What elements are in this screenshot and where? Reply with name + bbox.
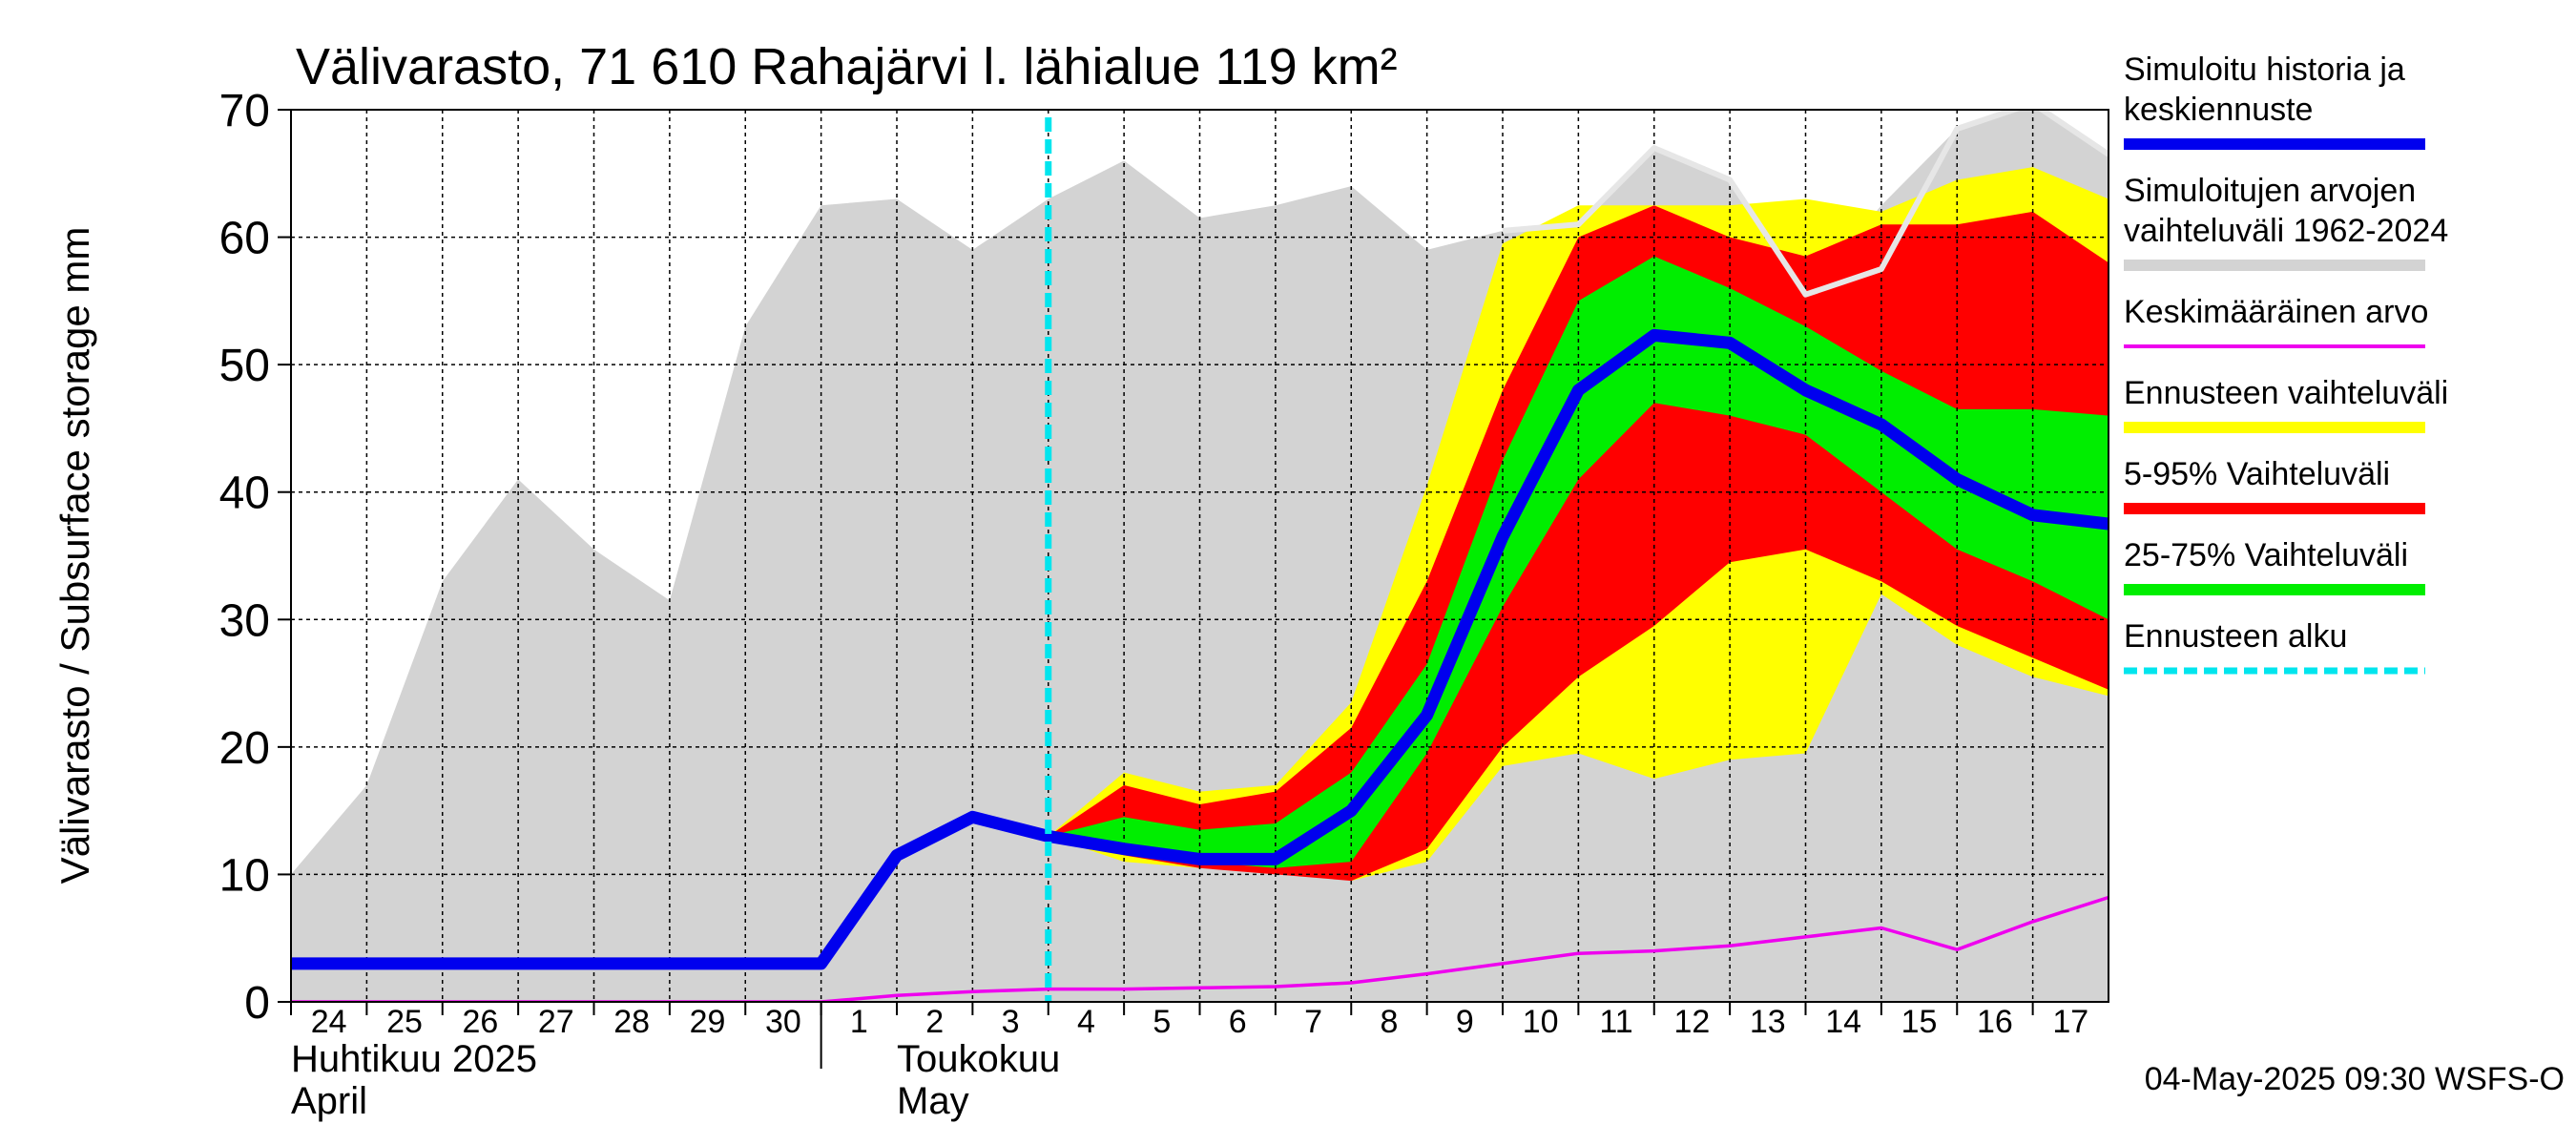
y-tick-label: 70 (219, 86, 270, 136)
y-tick-label: 10 (219, 850, 270, 901)
y-tick-label: 20 (219, 723, 270, 774)
x-tick-label: 13 (1750, 1004, 1786, 1040)
y-tick-label: 60 (219, 214, 270, 264)
legend-item-2: Keskimääräinen arvo (2124, 294, 2428, 348)
month-label: April (291, 1080, 367, 1122)
x-tick-label: 24 (311, 1004, 347, 1040)
legend-label: keskiennuste (2124, 92, 2313, 128)
month-label: Huhtikuu 2025 (291, 1038, 537, 1080)
series-line-4 (1502, 110, 2109, 298)
legend-item-3: Ennusteen vaihteluväli (2124, 375, 2448, 433)
x-tick-label: 6 (1229, 1004, 1247, 1040)
line-layer (291, 110, 2109, 1002)
y-tick-label: 30 (219, 595, 270, 646)
series-line-6 (291, 328, 2109, 970)
x-tick-label: 8 (1380, 1004, 1398, 1040)
x-tick-label: 11 (1599, 1004, 1632, 1040)
x-tick-label: 5 (1153, 1004, 1171, 1040)
y-tick-label: 50 (219, 341, 270, 391)
chart-title: Välivarasto, 71 610 Rahajärvi l. lähialu… (296, 38, 1398, 95)
grid-layer (291, 110, 2109, 1002)
y-tick-label: 0 (244, 978, 270, 1029)
legend-item-6: Ennusteen alku (2124, 618, 2425, 675)
x-tick-label: 7 (1304, 1004, 1322, 1040)
footer-timestamp: 04-May-2025 09:30 WSFS-O (2145, 1061, 2565, 1097)
x-tick-label: 14 (1825, 1004, 1861, 1040)
y-axis-label: Välivarasto / Subsurface storage mm (52, 227, 97, 885)
x-tick-label: 12 (1674, 1004, 1711, 1040)
x-tick-label: 17 (2052, 1004, 2088, 1040)
legend-label: Ennusteen vaihteluväli (2124, 375, 2448, 411)
x-tick-label: 30 (765, 1004, 801, 1040)
x-tick-label: 25 (386, 1004, 423, 1040)
month-label: May (897, 1080, 969, 1122)
x-tick-label: 9 (1456, 1004, 1474, 1040)
x-tick-label: 15 (1901, 1004, 1938, 1040)
legend-label: Ennusteen alku (2124, 618, 2347, 655)
x-tick-label: 3 (1002, 1004, 1020, 1040)
month-label: Toukokuu (897, 1038, 1060, 1080)
legend-label: Simuloitujen arvojen (2124, 173, 2416, 209)
legend-label: Simuloitu historia ja (2124, 52, 2405, 88)
x-tick-label: 10 (1523, 1004, 1559, 1040)
x-tick-label: 1 (850, 1004, 868, 1040)
x-tick-label: 4 (1077, 1004, 1095, 1040)
legend-label: Keskimääräinen arvo (2124, 294, 2428, 330)
series-line-5 (291, 895, 2109, 1002)
x-tick-label: 16 (1977, 1004, 2013, 1040)
x-tick-label: 29 (690, 1004, 726, 1040)
x-tick-label: 27 (538, 1004, 574, 1040)
x-axis: 24 25 26 27 28 29 30 1 2 3 4 5 6 7 8 9 10 11 12 13 14 15 16 17H… (290, 1002, 2088, 1122)
x-tick-label: 28 (613, 1004, 650, 1040)
legend-item-5: 25-75% Vaihteluväli (2124, 537, 2425, 595)
plot-area (290, 109, 2109, 1003)
y-axis: 0 10 20 30 40 50 60 70 (219, 86, 291, 1029)
legend-item-4: 5-95% Vaihteluväli (2124, 456, 2425, 514)
x-tick-label: 26 (463, 1004, 499, 1040)
legend: Simuloitu historia jakeskiennusteSimuloi… (2124, 52, 2448, 675)
legend-item-0: Simuloitu historia ja keskiennuste (2124, 52, 2425, 150)
legend-item-1: Simuloitujen arvojen vaihteluväli 1962-20… (2124, 173, 2448, 271)
legend-label: vaihteluväli 1962-2024 (2124, 213, 2448, 249)
x-tick-label: 2 (925, 1004, 944, 1040)
legend-label: 5-95% Vaihteluväli (2124, 456, 2390, 492)
y-tick-label: 40 (219, 468, 270, 519)
legend-label: 25-75% Vaihteluväli (2124, 537, 2408, 573)
